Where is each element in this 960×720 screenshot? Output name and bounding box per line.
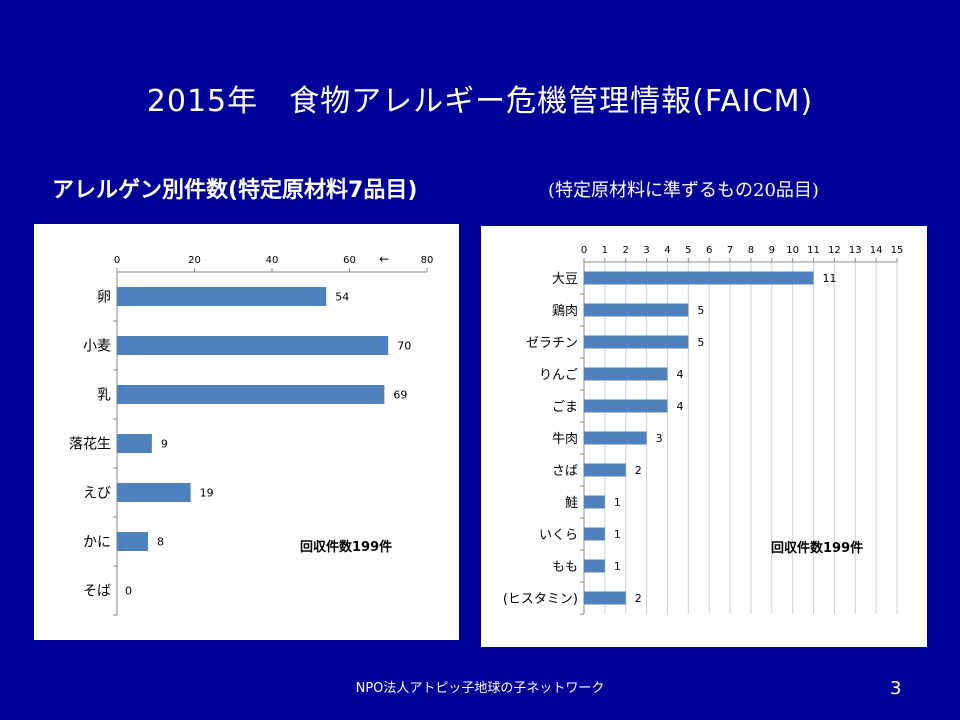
left-tick-label-3: 60 xyxy=(343,255,356,266)
left-category-label-5: かに xyxy=(83,535,111,551)
right-bar-5 xyxy=(584,431,647,445)
left-category-label-1: 小麦 xyxy=(83,339,111,355)
right-value-label-3: 4 xyxy=(676,368,683,381)
right-value-label-0: 11 xyxy=(823,272,837,285)
right-annotation: 回収件数199件 xyxy=(771,540,863,556)
right-value-label-8: 1 xyxy=(614,528,621,541)
left-value-label-2: 69 xyxy=(393,389,407,402)
left-category-label-2: 乳 xyxy=(97,388,111,404)
left-tick-label-2: 40 xyxy=(266,255,279,266)
right-category-label-4: ごま xyxy=(552,399,578,415)
right-value-label-4: 4 xyxy=(676,400,683,413)
left-bar-3 xyxy=(117,434,152,453)
footer-text: NPO法人アトピッ子地球の子ネットワーク xyxy=(355,681,605,696)
left-value-label-6: 0 xyxy=(125,585,132,598)
right-value-label-9: 1 xyxy=(614,560,621,573)
right-tick-label-3: 3 xyxy=(643,245,649,256)
left-bar-1 xyxy=(117,336,389,355)
right-bar-10 xyxy=(584,591,626,605)
right-bar-1 xyxy=(584,303,689,317)
right-category-label-1: 鶏肉 xyxy=(552,304,578,319)
right-tick-label-6: 6 xyxy=(706,245,712,256)
right-tick-label-0: 0 xyxy=(581,245,587,256)
right-category-label-8: いくら xyxy=(539,528,578,543)
right-value-label-7: 1 xyxy=(614,496,621,509)
left-bar-0 xyxy=(117,287,327,306)
right-tick-label-9: 9 xyxy=(769,245,775,256)
left-category-label-4: えび xyxy=(83,486,111,502)
left-category-label-6: そば xyxy=(83,584,111,600)
right-tick-label-4: 4 xyxy=(664,245,670,256)
left-tick-label-4: 80 xyxy=(421,255,434,266)
right-value-label-5: 3 xyxy=(656,432,663,445)
right-category-label-0: 大豆 xyxy=(552,272,578,287)
right-tick-label-15: 15 xyxy=(891,245,904,256)
right-tick-label-12: 12 xyxy=(828,245,841,256)
left-bar-5 xyxy=(117,532,148,551)
right-category-label-5: 牛肉 xyxy=(552,432,578,447)
right-category-label-7: 鮭 xyxy=(565,496,578,511)
right-tick-label-5: 5 xyxy=(685,245,691,256)
subtitle-right: (特定原材料に準ずるもの20品目) xyxy=(548,180,819,201)
left-value-label-0: 54 xyxy=(335,291,349,304)
right-bar-3 xyxy=(584,367,668,381)
right-bar-6 xyxy=(584,463,626,477)
right-tick-label-13: 13 xyxy=(849,245,862,256)
right-tick-label-7: 7 xyxy=(727,245,733,256)
left-value-label-5: 8 xyxy=(157,536,164,549)
right-category-label-10: (ヒスタミン) xyxy=(503,592,578,607)
right-category-label-3: りんご xyxy=(539,367,578,383)
left-tick-label-1: 20 xyxy=(188,255,201,266)
right-value-label-1: 5 xyxy=(697,304,704,317)
right-value-label-10: 2 xyxy=(635,592,642,605)
right-bar-0 xyxy=(584,271,814,285)
right-tick-label-10: 10 xyxy=(786,245,799,256)
left-category-label-0: 卵 xyxy=(97,290,111,306)
right-bar-9 xyxy=(584,559,605,573)
right-tick-label-1: 1 xyxy=(602,245,608,256)
chart-panel-left: 0 20 40 60 80 卵 54 小麦 70 乳 69 落花生 9 えび 19 かに 8 そば 0 ← 回収件数19… xyxy=(34,224,459,640)
left-value-label-1: 70 xyxy=(397,340,411,353)
chart-panel-right: 0 1 2 3 4 5 6 7 8 9 10 11 12 13 14 15 大豆 11 鶏肉 5 ゼラチン 5 りんご 4 ごま… xyxy=(481,226,927,647)
left-value-label-3: 9 xyxy=(161,438,168,451)
right-tick-label-11: 11 xyxy=(807,245,820,256)
left-bar-4 xyxy=(117,483,191,502)
right-bar-4 xyxy=(584,399,668,413)
right-value-label-2: 5 xyxy=(697,336,704,349)
right-category-label-6: さば xyxy=(552,464,578,479)
right-category-label-2: ゼラチン xyxy=(526,336,578,351)
right-tick-label-14: 14 xyxy=(870,245,883,256)
right-bar-7 xyxy=(584,495,605,509)
slide-title: 2015年 食物アレルギー危機管理情報(FAICM) xyxy=(146,84,814,119)
right-tick-label-2: 2 xyxy=(623,245,629,256)
left-arrow-mark: ← xyxy=(379,252,389,266)
right-value-label-6: 2 xyxy=(635,464,642,477)
right-category-label-9: もも xyxy=(552,560,578,575)
left-bar-2 xyxy=(117,385,385,404)
right-bar-2 xyxy=(584,335,689,349)
right-tick-label-8: 8 xyxy=(748,245,754,256)
left-category-label-3: 落花生 xyxy=(69,437,111,453)
page-number: 3 xyxy=(890,678,902,699)
chart-left: 0 20 40 60 80 卵 54 小麦 70 乳 69 落花生 9 えび 19 かに 8 そば 0 ← 回収件数19… xyxy=(69,252,434,616)
subtitle-left: アレルゲン別件数(特定原材料7品目) xyxy=(52,178,418,203)
left-value-label-4: 19 xyxy=(200,487,214,500)
left-annotation: 回収件数199件 xyxy=(300,539,392,555)
left-tick-label-0: 0 xyxy=(114,255,120,266)
right-bar-8 xyxy=(584,527,605,541)
